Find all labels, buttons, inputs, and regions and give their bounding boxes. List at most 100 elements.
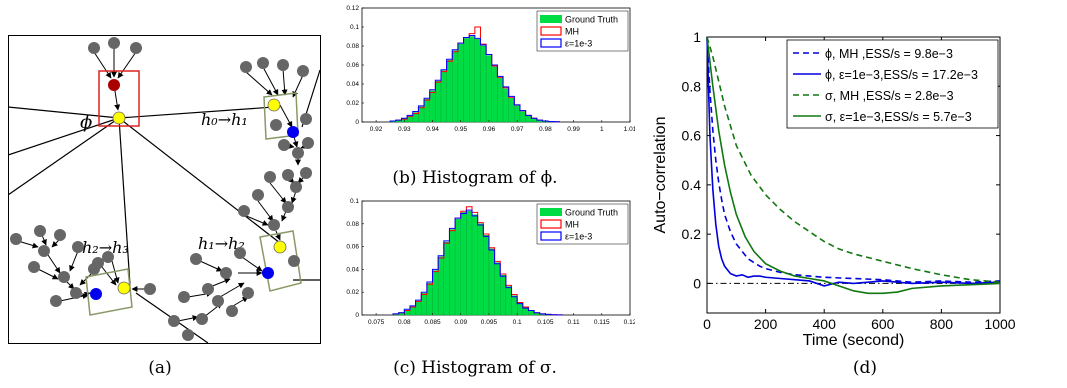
ground-truth-bar bbox=[505, 286, 512, 316]
y-tick-label: 0.2 bbox=[682, 226, 702, 242]
node-gray bbox=[72, 241, 84, 253]
caption-d: (d) bbox=[852, 358, 878, 378]
y-tick-label: 0.8 bbox=[682, 78, 702, 94]
node-gray bbox=[10, 233, 22, 245]
node-blue bbox=[262, 267, 274, 279]
legend-label: ε=1e-3 bbox=[565, 39, 592, 49]
x-tick-label: 0.09 bbox=[454, 319, 467, 326]
ground-truth-bar bbox=[426, 282, 433, 316]
ground-truth-bar bbox=[500, 274, 507, 316]
y-tick-label: 0.4 bbox=[682, 177, 702, 193]
ground-truth-bar bbox=[488, 248, 495, 316]
ground-truth-bar bbox=[443, 241, 450, 316]
ground-truth-bar bbox=[494, 262, 501, 316]
node-gray bbox=[300, 113, 312, 125]
ground-truth-bar bbox=[409, 306, 416, 316]
ground-truth-bar bbox=[477, 223, 484, 316]
ground-truth-bar bbox=[491, 66, 498, 123]
node-yellow-phi bbox=[112, 111, 126, 125]
y-tick-label: 0.12 bbox=[346, 5, 359, 12]
node-gray bbox=[102, 251, 114, 263]
ground-truth-bar bbox=[497, 78, 504, 123]
node-gray bbox=[240, 61, 252, 73]
x-tick-label: 0 bbox=[703, 316, 711, 332]
x-tick-label: 1 bbox=[600, 126, 604, 133]
legend-label: Ground Truth bbox=[565, 208, 618, 218]
legend-swatch bbox=[540, 38, 562, 48]
eps-outline bbox=[389, 35, 560, 123]
ground-truth-bar bbox=[415, 301, 422, 316]
node-gray bbox=[238, 205, 250, 217]
ground-truth-bar bbox=[469, 36, 475, 123]
ground-truth-bar bbox=[531, 118, 538, 123]
node-gray bbox=[70, 287, 82, 299]
ground-truth-bar bbox=[502, 88, 509, 123]
node-yellow bbox=[273, 240, 287, 254]
x-tick-label: 0.92 bbox=[370, 126, 383, 133]
y-tick-label: 1 bbox=[693, 29, 701, 45]
panel-a-diagram: ϕ h₀→h₁ h₁→h₂ bbox=[8, 35, 321, 344]
y-tick-label: 0.1 bbox=[350, 198, 359, 205]
node-gray bbox=[196, 313, 208, 325]
y-tick-label: 0.6 bbox=[682, 128, 702, 144]
node-gray bbox=[220, 267, 232, 279]
node-gray bbox=[292, 147, 304, 159]
x-tick-label: 0.99 bbox=[567, 126, 580, 133]
y-tick-label: 0.08 bbox=[346, 221, 359, 228]
x-tick-label: 1000 bbox=[984, 316, 1015, 332]
y-tick-label: 0.06 bbox=[346, 244, 359, 251]
legend-swatch bbox=[540, 231, 562, 241]
node-gray bbox=[242, 287, 254, 299]
node-gray bbox=[144, 283, 156, 295]
ground-truth-bar bbox=[463, 38, 470, 123]
x-tick-label: 600 bbox=[871, 316, 895, 332]
y-tick-label: 0.06 bbox=[346, 62, 359, 69]
node-gray bbox=[168, 315, 180, 327]
x-tick-label: 0.08 bbox=[398, 319, 411, 326]
caption-a: (a) bbox=[148, 358, 172, 378]
eps-outline bbox=[392, 209, 563, 316]
ground-truth-bar bbox=[519, 111, 526, 123]
ground-truth-bar bbox=[435, 81, 442, 123]
x-tick-label: 0.105 bbox=[537, 319, 554, 326]
ground-truth-bar bbox=[460, 212, 467, 316]
x-tick-label: 0.96 bbox=[483, 126, 496, 133]
node-gray bbox=[58, 271, 70, 283]
legend-box bbox=[786, 39, 999, 129]
node-gray bbox=[190, 253, 202, 265]
x-tick-label: 0.12 bbox=[624, 319, 635, 326]
ground-truth-bar bbox=[511, 295, 518, 316]
legend-label: Ground Truth bbox=[565, 15, 618, 25]
y-tick-label: 0.04 bbox=[346, 266, 359, 273]
node-gray bbox=[92, 257, 104, 269]
legend-label: ϕ, MH ,ESS/s = 9.8e−3 bbox=[825, 47, 953, 61]
autocorrelation-chart: 0 200 400 600 800 1000 0 0.2 0.4 0.6 0.8 1 Time (sec… bbox=[652, 29, 1016, 349]
node-gray bbox=[277, 59, 289, 71]
h2h3-box bbox=[85, 268, 133, 316]
x-tick-label: 1.01 bbox=[624, 126, 635, 133]
node-gray bbox=[212, 295, 224, 307]
node-gray bbox=[38, 245, 50, 257]
ground-truth-bar bbox=[480, 45, 487, 123]
ground-truth-bar bbox=[429, 90, 436, 123]
x-tick-label: 0.93 bbox=[398, 126, 411, 133]
ground-truth-bar bbox=[421, 293, 428, 316]
node-gray bbox=[282, 201, 294, 213]
ground-truth-bar bbox=[454, 219, 461, 316]
node-gray bbox=[28, 261, 40, 273]
caption-c: (c) Histogram of σ. bbox=[393, 358, 557, 378]
node-gray bbox=[297, 65, 309, 77]
ground-truth-bar bbox=[528, 310, 535, 316]
y-tick-label: 0 bbox=[355, 119, 359, 126]
h0h1-cluster-edges bbox=[245, 66, 304, 148]
legend-label: σ, MH ,ESS/s = 2.8e−3 bbox=[825, 89, 954, 103]
label-h1h2: h₁→h₂ bbox=[198, 234, 245, 253]
y-tick-label: 0.02 bbox=[346, 100, 359, 107]
x-tick-label: 0.085 bbox=[424, 319, 441, 326]
phi-box bbox=[98, 70, 140, 127]
ground-truth-bar bbox=[440, 70, 447, 123]
node-gray bbox=[282, 169, 294, 181]
x-tick-label: 0.095 bbox=[481, 319, 498, 326]
ground-truth-bar bbox=[485, 55, 492, 123]
node-gray bbox=[50, 295, 62, 307]
